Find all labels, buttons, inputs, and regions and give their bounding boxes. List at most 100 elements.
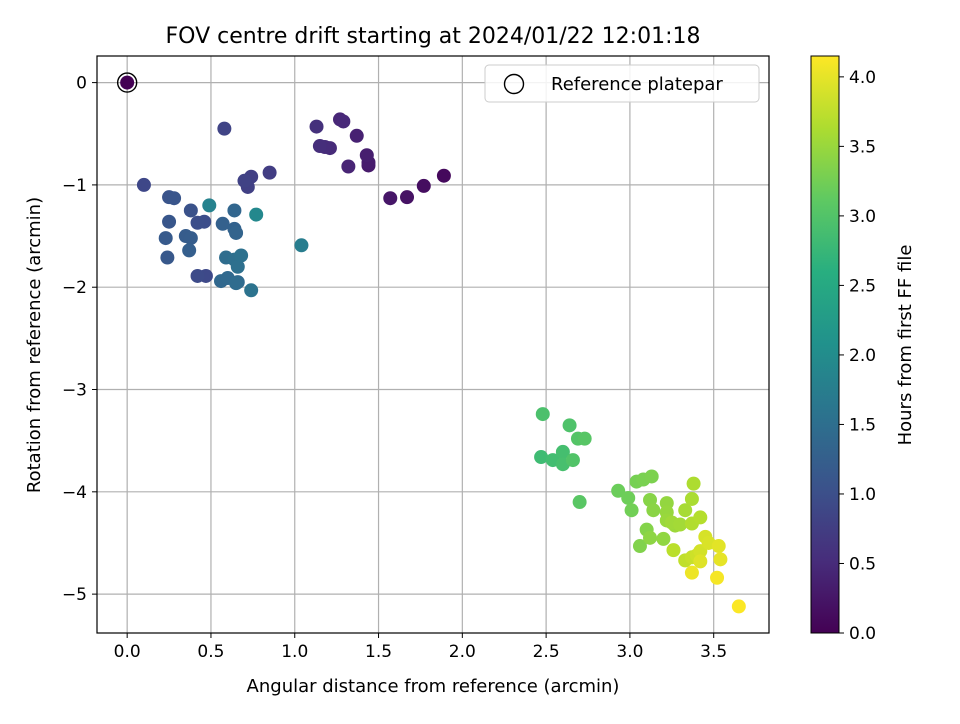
colorbar: 0.0 0.5 1.0 1.5 2.0 2.5 3.0 3.5 4.0 Hours from f… [810, 55, 916, 644]
data-point [400, 190, 415, 205]
plot-frame [96, 55, 770, 634]
data-point [644, 469, 659, 484]
data-point [234, 248, 249, 263]
colorbar-tick-label: 0.0 [849, 624, 876, 644]
data-point [244, 283, 259, 298]
x-axis-label: Angular distance from reference (arcmin) [247, 676, 620, 697]
data-point [160, 250, 175, 265]
data-point [535, 407, 550, 422]
data-point [227, 203, 242, 218]
data-point [572, 495, 587, 510]
y-tick-label: −1 [62, 176, 87, 196]
data-point [684, 565, 699, 580]
legend: Reference platepar [484, 64, 760, 103]
x-tick-label: 1.5 [365, 642, 392, 662]
x-tick-label: 1.0 [281, 642, 308, 662]
y-tick-label: −3 [62, 381, 87, 401]
colorbar-gradient [810, 55, 840, 634]
data-point [349, 128, 364, 143]
data-point [294, 238, 309, 253]
data-point [229, 276, 244, 291]
data-point [341, 159, 356, 174]
legend-marker [503, 73, 525, 95]
y-tick-label: −5 [62, 585, 87, 605]
data-point [162, 214, 177, 229]
data-point [183, 203, 198, 218]
data-point [624, 503, 639, 518]
colorbar-tick-label: 2.5 [849, 276, 876, 296]
data-point [646, 503, 661, 518]
data-point [190, 215, 205, 230]
data-point [577, 431, 592, 446]
data-point [562, 418, 577, 433]
y-axis-label: Rotation from reference (arcmin) [24, 197, 45, 493]
data-point [336, 114, 351, 129]
legend-box [484, 64, 760, 103]
x-tick-label: 0.0 [114, 642, 141, 662]
data-point [237, 173, 252, 188]
data-point [621, 490, 636, 505]
data-point [656, 531, 671, 546]
grid [97, 56, 769, 633]
data-point [183, 231, 198, 246]
data-point [136, 177, 151, 192]
y-tick-label: −2 [62, 278, 87, 298]
x-tick-label: 2.0 [449, 642, 476, 662]
data-point [229, 225, 244, 240]
data-point [359, 148, 374, 163]
data-point [673, 517, 688, 532]
data-point [436, 168, 451, 183]
data-point [416, 178, 431, 193]
x-tick-label: 3.5 [700, 642, 727, 662]
data-point [678, 503, 693, 518]
data-point [534, 450, 549, 465]
legend-label: Reference platepar [551, 74, 723, 95]
colorbar-tick-label: 3.0 [849, 207, 876, 227]
colorbar-tick-label: 2.0 [849, 346, 876, 366]
data-point [158, 231, 173, 246]
data-point [249, 207, 264, 222]
data-point [632, 539, 647, 554]
reference-marker [116, 72, 138, 93]
y-axis: 0 −1 −2 −3 −4 −5 [62, 74, 97, 605]
reference-point [120, 75, 135, 90]
data-point [713, 552, 728, 567]
data-point [215, 216, 230, 231]
data-point [262, 165, 277, 180]
data-point [693, 510, 708, 525]
data-point [565, 453, 580, 468]
data-point [731, 599, 746, 614]
colorbar-label: Hours from first FF file [895, 245, 916, 446]
colorbar-tick-label: 0.5 [849, 554, 876, 574]
data-point [711, 539, 726, 554]
data-point [190, 268, 205, 283]
data-point [309, 119, 324, 134]
reference-marker-layer [116, 72, 138, 93]
data-point [230, 259, 245, 274]
chart-title: FOV centre drift starting at 2024/01/22 … [166, 24, 701, 49]
x-axis: 0.0 0.5 1.0 1.5 2.0 2.5 3.0 3.5 [114, 633, 727, 662]
data-point [383, 191, 398, 206]
data-point [182, 243, 197, 258]
data-point [611, 483, 626, 498]
x-tick-label: 0.5 [197, 642, 224, 662]
x-tick-label: 3.0 [616, 642, 643, 662]
colorbar-tick-label: 3.5 [849, 137, 876, 157]
data-point [710, 570, 725, 585]
data-point [555, 444, 570, 459]
data-points [136, 112, 746, 614]
data-point [202, 198, 217, 213]
colorbar-tick-label: 1.5 [849, 415, 876, 435]
data-point [686, 476, 701, 491]
colorbar-tick-label: 1.0 [849, 485, 876, 505]
data-point [217, 121, 232, 136]
x-tick-label: 2.5 [533, 642, 560, 662]
data-point [693, 554, 708, 569]
y-tick-label: −4 [62, 483, 87, 503]
data-point [312, 139, 327, 154]
data-point [684, 491, 699, 506]
data-point [167, 191, 182, 206]
colorbar-tick-label: 4.0 [849, 68, 876, 88]
